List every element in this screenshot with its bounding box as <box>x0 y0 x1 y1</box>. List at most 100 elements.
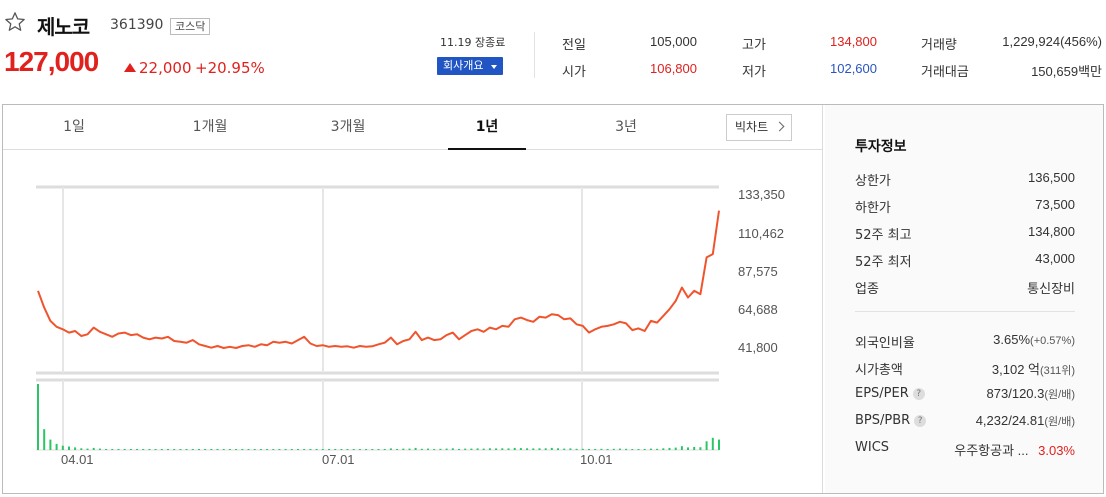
volume-bar <box>538 448 541 450</box>
volume-value: 1,229,924(456%) <box>1002 34 1102 49</box>
volume-bar <box>340 449 343 450</box>
volume-bar <box>98 448 101 450</box>
volume-bar <box>105 449 108 450</box>
volume-bar <box>321 449 324 450</box>
low-value: 102,600 <box>830 61 877 76</box>
bigchart-button[interactable]: 빅차트 <box>726 114 792 141</box>
session-status: 11.19 장종료 <box>440 36 506 49</box>
volume-bar <box>693 446 696 450</box>
amount-label: 거래대금 <box>921 65 969 80</box>
info-label: 하한가 <box>855 201 891 216</box>
volume-bar <box>86 448 89 450</box>
favorite-star-icon[interactable] <box>4 11 26 33</box>
stock-name: 제노코 <box>37 15 90 39</box>
info-subvalue: (원/배) <box>1044 416 1075 428</box>
low-label: 저가 <box>742 65 766 80</box>
info-value-group: 우주항공과 ... 3.03% <box>954 440 1075 459</box>
volume-bar <box>649 448 652 450</box>
volume-bar <box>643 449 646 450</box>
tab-1d[interactable]: 1일 <box>63 119 85 135</box>
volume-bar <box>618 448 621 450</box>
volume-bar <box>445 448 448 450</box>
volume-label: 거래량 <box>921 38 957 53</box>
high-value: 134,800 <box>830 34 877 49</box>
volume-bar <box>222 449 225 450</box>
tab-1y[interactable]: 1년 <box>448 105 526 150</box>
volume-bar <box>427 448 429 450</box>
volume-bar <box>408 448 411 450</box>
volume-bar <box>495 448 498 450</box>
info-value: 873/120.3 <box>986 386 1045 401</box>
info-label: BPS/PBR <box>855 413 911 428</box>
info-value[interactable]: 통신장비 <box>1027 281 1075 296</box>
company-overview-button[interactable]: 회사개요 <box>437 57 503 75</box>
info-label: EPS/PER <box>855 386 909 401</box>
price-change-percent: +20.95% <box>195 59 265 77</box>
volume-bar <box>513 447 516 450</box>
volume-bar <box>476 448 479 450</box>
volume-bar <box>458 449 460 450</box>
volume-bar <box>451 448 454 450</box>
info-label: WICS <box>855 440 890 455</box>
info-subvalue: (원/배) <box>1044 389 1075 401</box>
volume-bar <box>297 449 299 450</box>
company-overview-label: 회사개요 <box>443 59 484 72</box>
volume-bar <box>74 447 77 450</box>
volume-bar <box>674 447 677 450</box>
y-tick-label: 133,350 <box>738 187 785 202</box>
investment-info-title: 투자정보 <box>855 139 907 155</box>
volume-bar <box>37 384 39 450</box>
period-tabs: 1일 1개월 3개월 1년 3년 빅차트 <box>3 105 823 150</box>
volume-bar <box>371 449 374 450</box>
x-tick-label: 04.01 <box>61 452 94 467</box>
volume-bar <box>185 449 188 450</box>
tab-3y[interactable]: 3년 <box>615 119 637 135</box>
volume-bar <box>315 449 318 450</box>
volume-bar <box>488 448 491 450</box>
volume-bar <box>61 445 64 450</box>
price-line <box>37 210 720 349</box>
volume-bar <box>266 449 269 450</box>
y-tick-label: 41,800 <box>738 340 778 355</box>
info-value-group: 4,232/24.81(원/배) <box>976 413 1075 429</box>
volume-bar <box>383 449 386 450</box>
volume-bar <box>346 449 349 450</box>
volume-bar <box>167 449 169 450</box>
volume-bar <box>575 448 578 450</box>
volume-bar <box>588 449 590 450</box>
volume-bar <box>600 448 603 450</box>
volume-bar <box>705 441 708 450</box>
info-label-group: BPS/PBR? <box>855 413 927 428</box>
info-value: 136,500 <box>1028 170 1075 185</box>
volume-bar <box>606 449 609 450</box>
info-row-wics: WICS 우주항공과 ... 3.03% <box>855 440 1075 458</box>
volume-bar <box>526 448 529 450</box>
price-chart[interactable] <box>3 105 823 493</box>
volume-bar <box>544 448 547 450</box>
price-change-value: 22,000 <box>139 59 192 77</box>
volume-bar <box>699 447 702 450</box>
chart-panel: 1일 1개월 3개월 1년 3년 빅차트 133,350 110,462 87,… <box>2 104 1104 494</box>
volume-bar <box>142 449 145 450</box>
tab-1m[interactable]: 1개월 <box>192 119 228 135</box>
volume-bar <box>668 447 671 450</box>
open-value: 106,800 <box>650 61 697 76</box>
tab-3m[interactable]: 3개월 <box>330 119 366 135</box>
info-subvalue: (311위) <box>1040 365 1075 377</box>
volume-bar <box>198 449 200 450</box>
volume-bar <box>680 446 683 450</box>
info-row-bps-pbr: BPS/PBR? 4,232/24.81(원/배) <box>855 413 1075 431</box>
help-icon[interactable]: ? <box>912 388 925 400</box>
help-icon[interactable]: ? <box>914 415 927 427</box>
info-value[interactable]: 우주항공과 ... <box>954 443 1029 458</box>
chart-area: 1일 1개월 3개월 1년 3년 빅차트 133,350 110,462 87,… <box>3 105 823 493</box>
volume-bar <box>482 448 485 450</box>
volume-bar <box>68 446 70 450</box>
bigchart-label: 빅차트 <box>735 120 769 134</box>
volume-bar <box>136 449 139 450</box>
info-row-industry: 업종 통신장비 <box>855 278 1075 297</box>
volume-bar <box>557 448 559 450</box>
volume-bar <box>284 449 287 450</box>
volume-bar <box>637 449 640 450</box>
volume-bar <box>352 449 355 450</box>
